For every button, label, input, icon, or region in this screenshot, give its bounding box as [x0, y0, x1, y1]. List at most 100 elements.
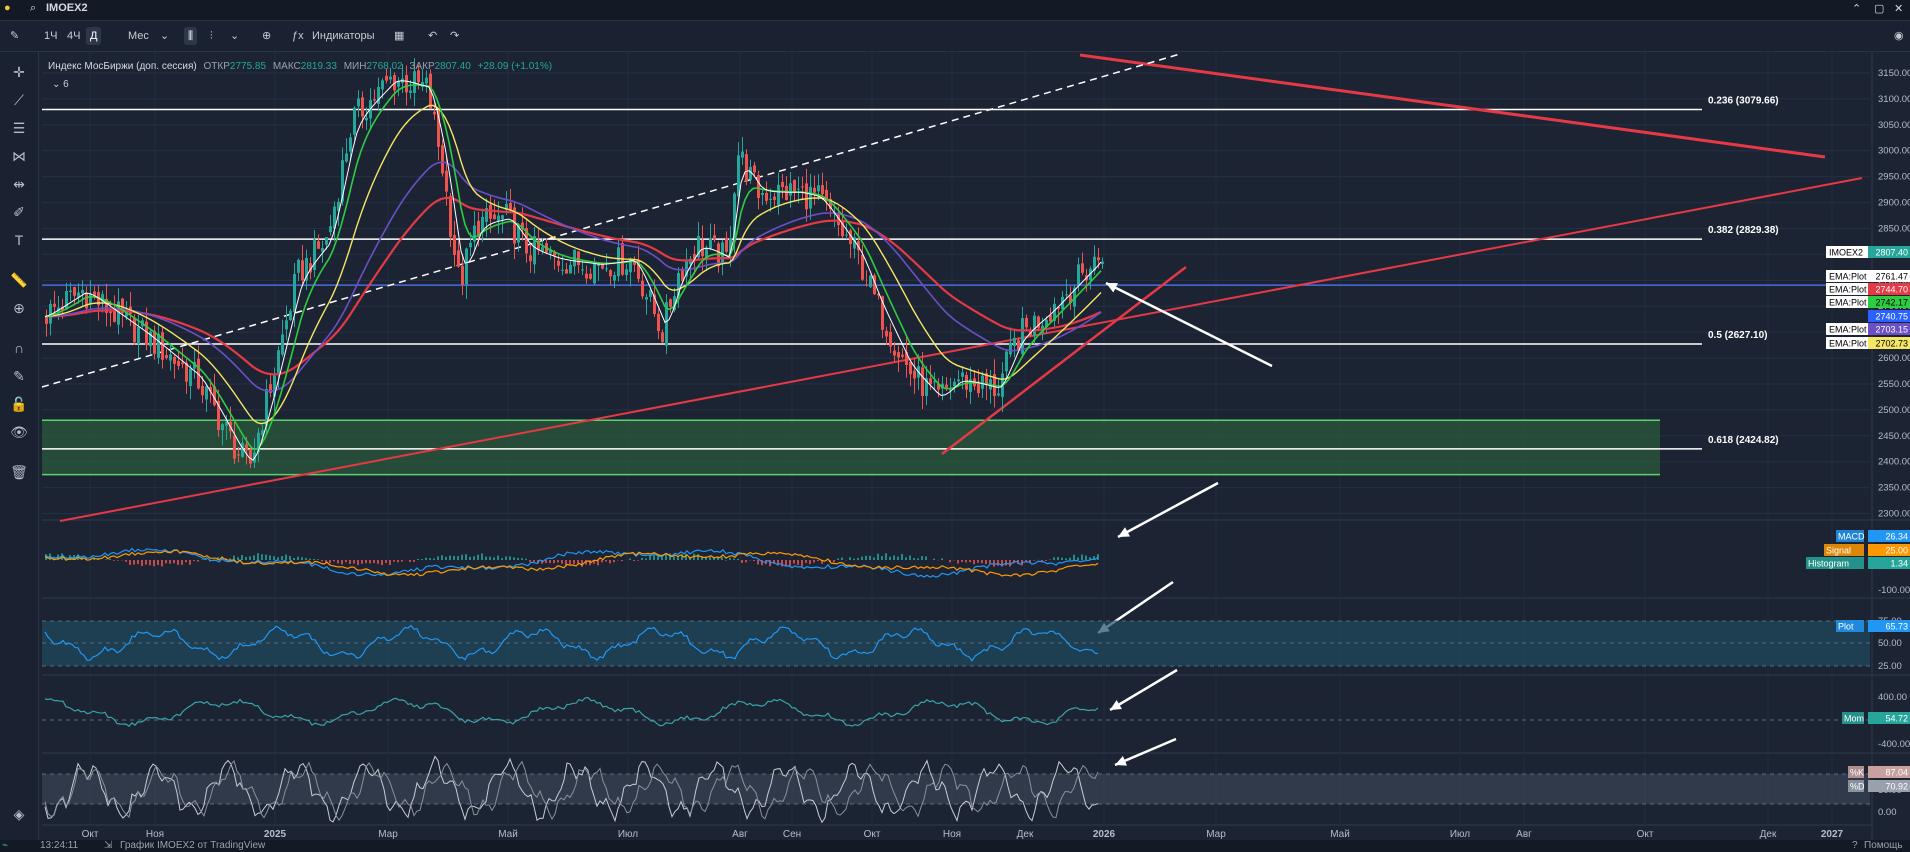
candle	[1069, 295, 1072, 304]
interval-day[interactable]: Д	[86, 27, 102, 45]
search-icon[interactable]: ⌕	[30, 2, 37, 14]
lock-icon[interactable]: 🔓	[10, 396, 28, 412]
candles-icon[interactable]: ⫼	[184, 27, 198, 45]
macd-histogram-bar	[873, 557, 875, 560]
macd-histogram-bar	[249, 556, 251, 560]
pane-badge-bg	[1868, 557, 1910, 569]
macd-histogram-bar	[981, 560, 983, 564]
candle	[765, 192, 768, 201]
macd-histogram-bar	[1057, 556, 1059, 560]
price-tick-label: 2600.00	[1878, 353, 1910, 364]
legend-symbol-name[interactable]: Индекс МосБиржи (доп. сессия)	[48, 61, 197, 72]
candle	[637, 259, 640, 280]
candle	[1009, 342, 1012, 355]
candle	[825, 189, 828, 202]
macd-histogram-bar	[205, 559, 207, 560]
macd-histogram-bar	[153, 560, 155, 567]
interval-month[interactable]: Мес	[128, 30, 149, 42]
redo-icon[interactable]: ↷	[450, 30, 460, 42]
candle	[529, 255, 532, 262]
macd-histogram-bar	[241, 555, 243, 560]
candle	[665, 302, 668, 346]
macd-histogram-bar	[597, 560, 599, 566]
candle	[613, 275, 616, 281]
macd-histogram-bar	[433, 558, 435, 560]
price-badge-name: EMA:Plot	[1829, 339, 1867, 349]
candle	[337, 201, 340, 211]
price-badge-value: 2807.40	[1875, 248, 1908, 258]
indicators-button[interactable]: Индикаторы	[312, 30, 375, 42]
macd-histogram-bar	[457, 555, 459, 560]
help-link[interactable]: Помощь	[1864, 840, 1903, 851]
legend-collapse[interactable]: ⌄ 6	[52, 79, 69, 90]
macd-histogram-bar	[473, 556, 475, 560]
candle	[473, 225, 476, 242]
annotation-arrow	[1109, 668, 1178, 712]
candle	[265, 389, 268, 426]
macd-histogram-bar	[393, 560, 395, 562]
chevron-down-icon[interactable]: ⌄	[52, 79, 61, 90]
close-icon[interactable]: ✕	[1894, 3, 1904, 15]
pane-badge-bg	[1868, 766, 1910, 778]
chevron-down-icon[interactable]: ⌄	[230, 30, 240, 42]
text-icon[interactable]: T	[14, 232, 24, 248]
chart-style-icon[interactable]: ⫶	[210, 30, 213, 42]
time-tick-label: Окт	[1637, 829, 1654, 840]
zoom-icon[interactable]: ⊕	[13, 300, 25, 316]
macd-histogram-bar	[821, 560, 823, 564]
macd-histogram-bar	[509, 556, 511, 560]
projection-icon[interactable]: ⇹	[13, 176, 25, 192]
trash-icon[interactable]: 🗑	[10, 464, 28, 480]
help-icon[interactable]: ?	[1852, 840, 1858, 851]
status-credit[interactable]: График IMOEX2 от TradingView	[120, 840, 266, 851]
pencil-icon[interactable]: ✎	[10, 30, 20, 42]
undo-icon[interactable]: ↶	[428, 30, 438, 42]
candle	[385, 75, 388, 81]
macd-histogram-bar	[893, 555, 895, 560]
pane-badge-bg	[1868, 530, 1910, 542]
candle	[445, 170, 448, 192]
ema-yellow-line	[44, 104, 1102, 425]
symbol-title[interactable]: IMOEX2	[46, 2, 88, 14]
interval-4h[interactable]: 4Ч	[67, 30, 81, 42]
candle	[905, 351, 908, 366]
collapse-icon[interactable]: ⌃	[1852, 3, 1862, 15]
time-tick-label: Авг	[732, 829, 748, 840]
pane-badge-name-bg	[1836, 620, 1864, 632]
macd-histogram-bar	[213, 559, 215, 560]
ruler-icon[interactable]: 📏	[10, 272, 28, 288]
magnet-icon[interactable]: ∩	[13, 340, 25, 356]
restore-icon[interactable]: ▢	[1874, 3, 1885, 15]
macd-histogram-bar	[741, 560, 743, 564]
brush-icon[interactable]: ✐	[13, 204, 25, 220]
fib-icon[interactable]: ☰	[12, 120, 26, 136]
macd-histogram-bar	[609, 560, 611, 564]
macd-histogram-bar	[141, 560, 143, 567]
price-badge: EMA:Plot 2702.73	[1826, 337, 1910, 349]
lock-drawing-icon[interactable]: ✎	[13, 368, 25, 384]
add-compare-icon[interactable]: ⊕	[262, 30, 272, 42]
crosshair-icon[interactable]: ✛	[13, 64, 25, 80]
macd-histogram-bar	[337, 560, 339, 564]
pattern-icon[interactable]: ⋈	[12, 148, 26, 164]
layout-icon[interactable]: ▦	[394, 30, 405, 42]
candle	[597, 264, 600, 266]
time-tick-label: Мар	[1206, 829, 1226, 840]
chevron-down-icon[interactable]: ⌄	[160, 30, 170, 42]
candle	[1005, 351, 1008, 372]
candle	[433, 111, 436, 115]
interval-1h[interactable]: 1Ч	[44, 30, 58, 42]
candle	[1065, 294, 1068, 296]
macd-histogram-bar	[289, 555, 291, 560]
candle	[345, 153, 348, 162]
eye-icon[interactable]: 👁	[10, 424, 28, 440]
stoch-k-line	[44, 755, 1099, 824]
candle	[197, 358, 200, 389]
trendline-icon[interactable]: ⟋	[14, 92, 24, 108]
layers-icon[interactable]: ◈	[13, 806, 25, 822]
camera-icon[interactable]: ◉	[1894, 30, 1904, 42]
macd-histogram-bar	[809, 560, 811, 565]
indicators-icon[interactable]: ƒx	[292, 30, 304, 42]
arrow-head	[1110, 699, 1122, 710]
